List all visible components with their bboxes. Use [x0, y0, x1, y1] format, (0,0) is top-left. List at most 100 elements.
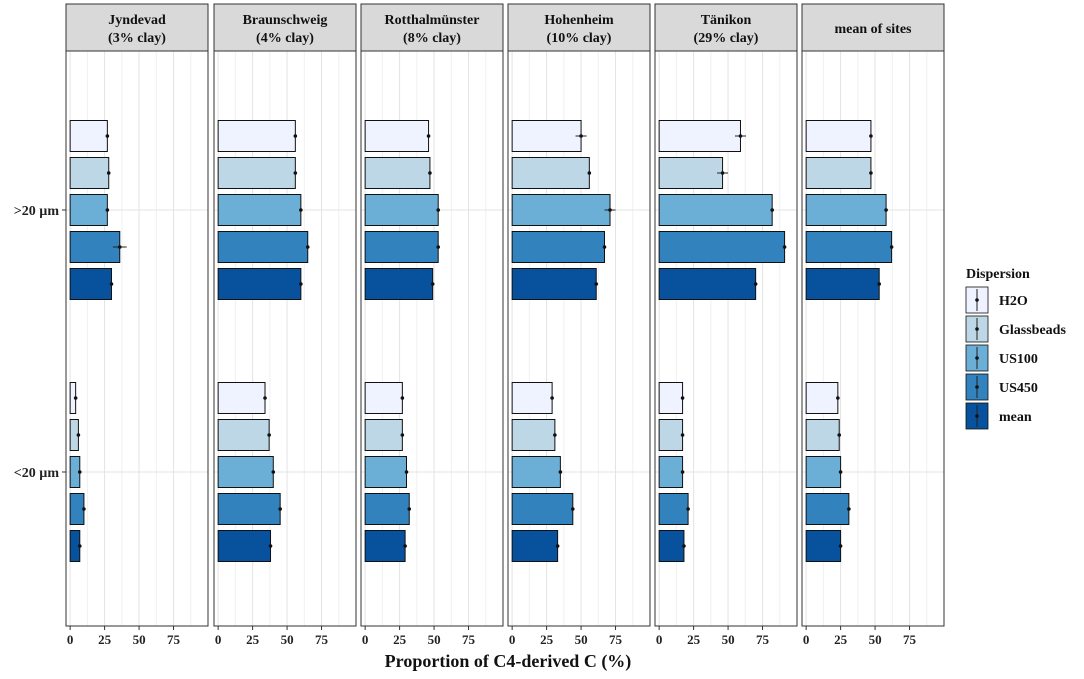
- x-tick-label: 50: [133, 632, 146, 647]
- bar-mean-gt20: [217, 268, 302, 300]
- mean-point: [299, 208, 303, 212]
- x-tick-label: 75: [903, 632, 917, 647]
- panel-rotthalm-nster: Rotthalmünster (8% clay) 0 25 50 75: [360, 3, 504, 647]
- bar-us100-lt20: [658, 456, 684, 488]
- mean-point: [869, 171, 873, 175]
- panel-border: [654, 50, 798, 627]
- bar-mean-lt20: [364, 530, 406, 562]
- legend-label: US100: [999, 352, 1038, 367]
- bar-us100-gt20: [511, 194, 611, 226]
- bar-h2o-gt20: [805, 120, 872, 152]
- mean-point: [73, 396, 78, 400]
- x-tick-label: 25: [834, 632, 848, 647]
- bar-mean-gt20: [69, 268, 112, 300]
- bar-glassbeads-lt20: [217, 419, 270, 451]
- bar-glassbeads-gt20: [805, 157, 872, 189]
- legend-point: [975, 414, 979, 418]
- mean-point: [305, 245, 310, 249]
- mean-point: [82, 507, 86, 511]
- mean-point: [753, 282, 758, 286]
- legend-label: H2O: [999, 294, 1028, 309]
- bar-glassbeads-lt20: [364, 419, 403, 451]
- legend-title: Dispersion: [966, 267, 1030, 282]
- panel-border: [65, 50, 209, 627]
- mean-point: [106, 171, 111, 175]
- mean-point: [77, 470, 82, 474]
- mean-point: [837, 433, 842, 437]
- facet-subtitle: (8% clay): [403, 31, 461, 46]
- x-tick-label: 0: [215, 632, 222, 647]
- mean-point: [680, 396, 685, 400]
- bar-mean-gt20: [805, 268, 880, 300]
- x-tick-label: 75: [756, 632, 770, 647]
- legend-point: [975, 356, 979, 360]
- facet-subtitle: (29% clay): [694, 31, 759, 46]
- panel-t-nikon: Tänikon (29% clay) 0 25 50 75: [654, 3, 798, 647]
- panel-mean-of-sites: mean of sites 0 25 50 75: [801, 3, 945, 647]
- mean-point: [278, 507, 282, 511]
- bar-us450-gt20: [217, 231, 309, 263]
- legend-label: mean: [999, 410, 1032, 425]
- bar-us100-lt20: [511, 456, 561, 488]
- mean-point: [550, 396, 554, 400]
- facet-subtitle: (10% clay): [547, 31, 612, 46]
- x-tick-label: 75: [609, 632, 623, 647]
- facet-title: mean of sites: [835, 22, 913, 37]
- mean-point: [400, 396, 405, 400]
- bar-us450-lt20: [658, 493, 689, 525]
- bar-us450-gt20: [511, 231, 606, 263]
- bar-us100-gt20: [217, 194, 302, 226]
- legend-item-us450: US450: [965, 373, 1038, 401]
- legend-point: [975, 298, 979, 302]
- x-tick-label: 25: [393, 632, 407, 647]
- bar-us100-gt20: [805, 194, 887, 226]
- mean-point: [680, 433, 685, 437]
- facet-strip: [65, 3, 209, 52]
- bar-us100-gt20: [69, 194, 108, 226]
- mean-point: [602, 245, 607, 249]
- y-tick-label: >20 µm: [14, 204, 60, 219]
- panel-hohenheim: Hohenheim (10% clay) 0 25 50 75: [507, 3, 651, 647]
- bar-glassbeads-lt20: [511, 419, 556, 451]
- legend-point: [975, 327, 979, 331]
- bar-h2o-lt20: [364, 382, 403, 414]
- bar-h2o-gt20: [658, 120, 741, 152]
- legend-item-mean: mean: [965, 402, 1032, 430]
- bar-us450-gt20: [69, 231, 121, 263]
- x-tick-label: 25: [246, 632, 260, 647]
- mean-point: [77, 544, 82, 548]
- x-tick-label: 0: [67, 632, 74, 647]
- panel-border: [360, 50, 504, 627]
- bar-h2o-gt20: [511, 120, 582, 152]
- bar-glassbeads-gt20: [69, 157, 110, 189]
- mean-point: [76, 433, 81, 437]
- mean-point: [570, 507, 575, 511]
- bar-us100-lt20: [805, 456, 842, 488]
- mean-point: [682, 544, 686, 548]
- legend-item-h2o: H2O: [965, 286, 1028, 314]
- panel-border: [507, 50, 651, 627]
- panel-jyndevad: Jyndevad (3% clay) 0 25 50 75: [65, 3, 209, 647]
- mean-point: [838, 544, 843, 548]
- facet-title: Rotthalmünster: [385, 13, 480, 28]
- mean-point: [594, 282, 599, 286]
- mean-point: [109, 282, 114, 286]
- bar-h2o-gt20: [217, 120, 296, 152]
- mean-point: [105, 134, 110, 138]
- mean-point: [407, 507, 412, 511]
- legend-label: Glassbeads: [999, 323, 1066, 338]
- mean-point: [400, 433, 405, 437]
- bar-mean-gt20: [364, 268, 434, 300]
- facet-strip: [507, 3, 651, 52]
- mean-point: [720, 171, 725, 175]
- mean-point: [293, 134, 298, 138]
- facet-title: Hohenheim: [544, 13, 614, 28]
- bar-us450-gt20: [364, 231, 439, 263]
- x-tick-label: 25: [98, 632, 112, 647]
- bar-us450-lt20: [217, 493, 281, 525]
- mean-point: [403, 544, 407, 548]
- mean-point: [579, 134, 583, 138]
- mean-point: [430, 282, 435, 286]
- mean-point: [299, 282, 303, 286]
